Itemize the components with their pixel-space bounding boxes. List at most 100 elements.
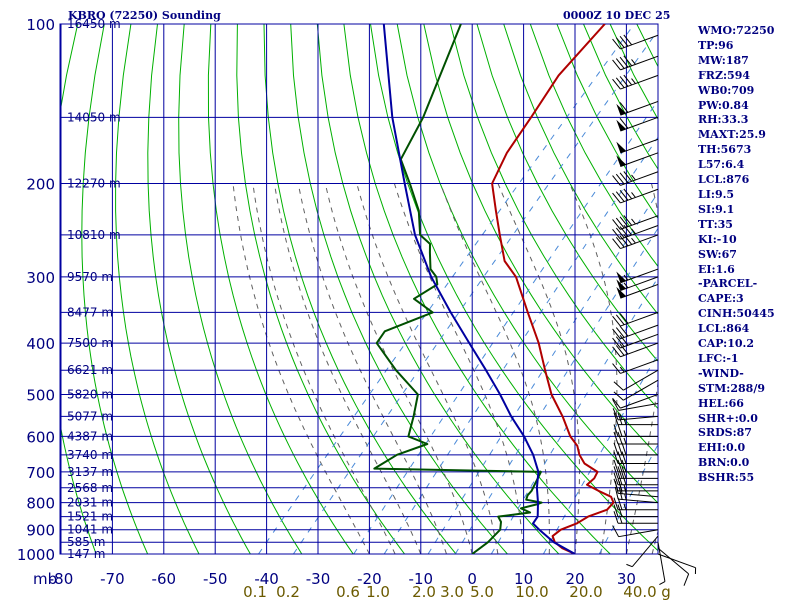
wind-barb <box>613 379 659 401</box>
wind-barbs <box>612 34 697 586</box>
dewpoint-profile-line <box>373 24 543 554</box>
index-line: STM:288/9 <box>698 381 765 395</box>
wind-barb <box>612 171 659 186</box>
dry-adiabat-line <box>147 24 251 554</box>
dry-adiabat-line <box>263 24 457 554</box>
wind-barb <box>612 408 659 421</box>
wind-barb <box>613 451 658 465</box>
index-line: -WIND- <box>698 366 744 380</box>
index-line: SI:9.1 <box>698 202 735 216</box>
wind-barb <box>616 100 659 116</box>
wind-barb <box>612 55 659 71</box>
dry-adiabats <box>60 24 658 554</box>
wind-barb <box>613 459 658 473</box>
wind-barb <box>612 393 659 409</box>
height-label: 3740 m <box>67 448 113 462</box>
index-line: WMO:72250 <box>698 24 775 37</box>
temperature-tick-label: 0 <box>467 570 477 588</box>
temperature-tick-label: -30 <box>306 570 331 588</box>
wind-barb <box>612 324 659 340</box>
parcel-profile-line <box>382 24 576 554</box>
height-label: 16450 m <box>67 17 121 31</box>
temperature-profile-line <box>491 24 615 554</box>
temperature-tick-label: -70 <box>100 570 125 588</box>
mixing-ratio-label: 0.2 <box>276 583 300 600</box>
index-line: CAPE:3 <box>698 292 744 306</box>
temperature-tick-label: -60 <box>152 570 177 588</box>
height-label: 3137 m <box>67 465 113 479</box>
grid <box>59 23 659 555</box>
wind-barb <box>612 525 659 538</box>
height-label: 6621 m <box>67 363 113 377</box>
pressure-tick-label: 900 <box>26 522 55 540</box>
pressure-tick-label: 100 <box>26 16 55 34</box>
wind-barb <box>612 399 659 411</box>
mixing-ratio-label: 10.0 <box>515 583 548 600</box>
index-line: KI:-10 <box>698 232 737 246</box>
mixing-ratio-label: 1.0 <box>366 583 390 600</box>
temperature-tick-label: -20 <box>357 570 382 588</box>
moist-adiabat-line <box>497 183 580 554</box>
index-line: BRN:0.0 <box>698 456 750 470</box>
index-line: CINH:50445 <box>698 307 775 321</box>
height-label: 10810 m <box>67 228 121 242</box>
wind-barb <box>657 547 690 586</box>
temperature-tick-label: -10 <box>409 570 434 588</box>
temperature-tick-label: -40 <box>254 570 279 588</box>
height-label: 1041 m <box>67 523 113 537</box>
index-line: RH:33.3 <box>698 113 749 127</box>
pressure-tick-label: 400 <box>26 335 55 353</box>
wind-barb <box>612 234 659 250</box>
height-label: 12270 m <box>67 177 121 191</box>
wind-barb <box>612 224 659 240</box>
wind-barb <box>613 369 659 391</box>
temperature-tick-label: 30 <box>617 570 636 588</box>
index-line: PW:0.84 <box>698 98 749 112</box>
mixing-ratio-label: 2.0 <box>412 583 436 600</box>
stability-indices-panel: WMO:72250 TP:96 MW:187 FRZ:594 WB0:709 PW:0.8… <box>698 24 798 486</box>
pressure-tick-label: 300 <box>26 269 55 287</box>
height-label: 585 m <box>67 535 105 549</box>
index-line: EHI:0.0 <box>698 441 746 455</box>
wind-barb <box>612 333 659 349</box>
wind-barb <box>616 152 659 167</box>
moist-adiabat-line <box>252 183 396 554</box>
pressure-tick-label: 1000 <box>17 546 55 564</box>
wind-barb <box>613 442 658 456</box>
pressure-tick-label: 200 <box>26 176 55 194</box>
wind-barb <box>612 74 659 90</box>
height-label: 8477 m <box>67 305 113 319</box>
sounding-series <box>373 24 615 554</box>
wind-barb <box>613 511 658 524</box>
temperature-tick-label: -80 <box>49 570 74 588</box>
plot-frame <box>59 23 659 555</box>
height-label: 5077 m <box>67 409 113 423</box>
height-label: 4387 m <box>67 429 113 443</box>
dry-adiabat-line <box>290 24 508 554</box>
moist-adiabat-line <box>625 183 658 554</box>
mixing-ratio-label: 5.0 <box>470 583 494 600</box>
wind-barb <box>657 542 666 586</box>
mixing-ratio-label: 3.0 <box>440 583 464 600</box>
index-line: SW:67 <box>698 247 737 261</box>
index-line: BSHR:55 <box>698 471 755 485</box>
pressure-tick-label: 500 <box>26 386 55 404</box>
wind-barb <box>612 188 659 204</box>
wind-barb <box>613 504 658 518</box>
wind-barb <box>612 215 659 230</box>
wind-barb <box>612 311 659 327</box>
pressure-unit-label: mb <box>33 570 57 588</box>
mixing-ratio-label: 0.1 <box>243 583 267 600</box>
index-line: LCL:864 <box>698 322 750 336</box>
height-label: 9570 m <box>67 270 113 284</box>
index-line: LI:9.5 <box>698 187 735 201</box>
moist-adiabat-line <box>356 183 499 554</box>
index-line: LCL:876 <box>698 173 750 187</box>
wind-barb <box>616 116 659 132</box>
index-line: MAXT:25.9 <box>698 128 766 142</box>
index-line: TH:5673 <box>698 143 752 157</box>
index-line: MW:187 <box>698 53 749 67</box>
temperature-tick-label: 20 <box>565 570 584 588</box>
index-line: SHR+:0.0 <box>698 411 758 425</box>
